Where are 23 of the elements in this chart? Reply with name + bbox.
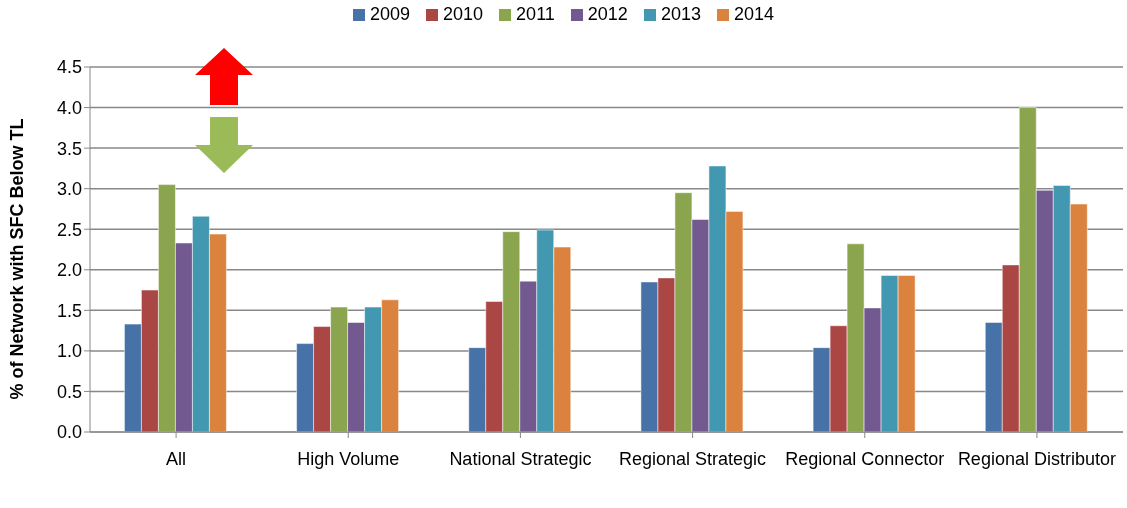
legend-label: 2010 — [443, 4, 484, 25]
y-tick-label: 2.0 — [56, 260, 82, 281]
x-tick-label: National Strategic — [449, 448, 592, 469]
legend-label: 2012 — [587, 4, 628, 25]
y-tick-label: 1.5 — [56, 300, 82, 321]
x-tick-label: Regional Connector — [785, 448, 945, 469]
y-tick-label: 1.0 — [56, 341, 82, 362]
y-tick-label: 0.0 — [56, 422, 82, 443]
legend-label: 2013 — [660, 4, 701, 25]
legend-label: 2014 — [733, 4, 774, 25]
x-tick-label: Regional Strategic — [619, 448, 767, 469]
x-tick-label: High Volume — [297, 448, 400, 469]
y-tick-label: 2.5 — [56, 219, 82, 240]
y-tick-label: 0.5 — [56, 381, 82, 402]
y-tick-label: 4.5 — [56, 57, 82, 78]
y-tick-label: 3.5 — [56, 138, 82, 159]
x-tick-label: All — [166, 448, 187, 469]
x-tick-label: Regional Distributor — [957, 448, 1116, 469]
y-axis-title: % of Network with SFC Below TL — [7, 118, 28, 400]
legend-label: 2011 — [516, 4, 555, 25]
y-tick-label: 3.0 — [56, 179, 82, 200]
legend-label: 2009 — [370, 4, 411, 25]
y-tick-label: 4.0 — [56, 97, 82, 118]
